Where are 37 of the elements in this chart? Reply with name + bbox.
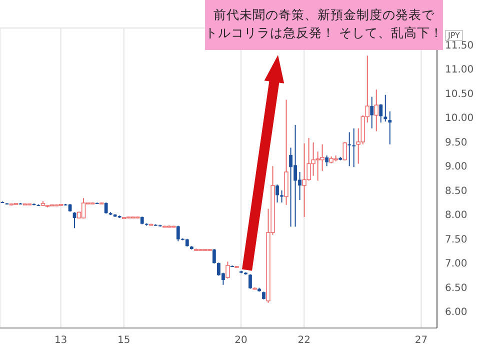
- candlestick: [248, 274, 252, 290]
- candlestick: [370, 96, 374, 129]
- candlestick: [276, 184, 279, 203]
- y-tick-label: 10.00: [445, 113, 474, 124]
- candlestick: [104, 202, 108, 214]
- candlestick: [81, 198, 86, 219]
- y-tick-label: 11.00: [445, 64, 474, 76]
- x-tick-label: 27: [414, 335, 428, 346]
- y-tick-label: 11.50: [445, 40, 474, 52]
- y-tick-label: 7.50: [445, 234, 468, 246]
- candlestick: [379, 104, 383, 124]
- text: 前代未聞の奇策、新預金制度の発表で: [212, 6, 436, 24]
- candlestick: [325, 154, 329, 167]
- candlestick: [212, 248, 216, 264]
- candlestick: [72, 212, 76, 229]
- y-tick-label: 8.00: [445, 210, 468, 222]
- y-tick-label: 10.50: [445, 88, 474, 100]
- y-tick-label: 9.00: [445, 162, 468, 173]
- candlestick: [352, 128, 356, 168]
- x-tick-label: 20: [234, 335, 248, 346]
- candlestick: [226, 261, 230, 280]
- y-tick-label: 8.50: [445, 186, 468, 197]
- x-tick-label: 13: [54, 335, 68, 346]
- candlestick: [280, 190, 284, 203]
- y-tick-label: 6.50: [445, 282, 468, 294]
- x-tick-label: 15: [118, 335, 130, 346]
- candlestick: [348, 132, 352, 167]
- y-tick-label: 6.00: [445, 307, 468, 318]
- y-tick-label: 7.00: [445, 258, 468, 270]
- candlestick: [388, 110, 392, 145]
- text: JPY: [445, 30, 463, 41]
- candlestick: [384, 94, 388, 122]
- x-tick-label: 22: [298, 335, 310, 346]
- candlestick: [342, 141, 347, 161]
- y-tick-label: 9.50: [445, 137, 468, 148]
- annotation: トルコリラは急反発！ そして、乱高下！: [205, 24, 443, 42]
- candlestick: [374, 89, 378, 132]
